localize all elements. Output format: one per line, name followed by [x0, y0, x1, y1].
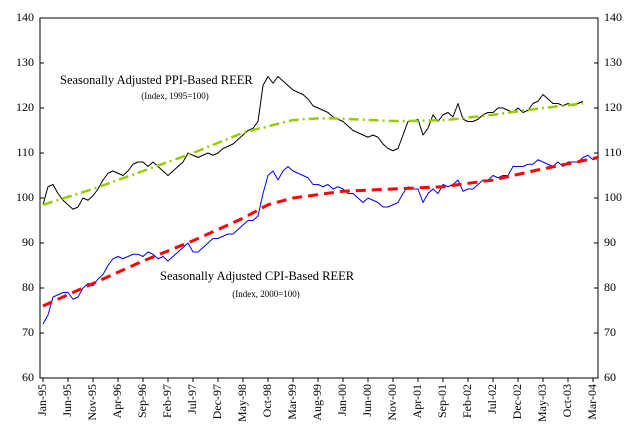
y2-tick-label: 90 [604, 235, 616, 249]
y-tick-label: 120 [16, 100, 34, 114]
x-tick-label: Apr-96 [110, 384, 124, 418]
x-tick-label: Jun-00 [360, 384, 374, 417]
y2-tick-label: 140 [604, 10, 622, 24]
y-tick-label: 70 [22, 325, 34, 339]
x-tick-label: Mar-04 [585, 384, 599, 420]
y-tick-label: 100 [16, 190, 34, 204]
x-tick-label: Dec-02 [510, 384, 524, 419]
annotation: Seasonally Adjusted PPI-Based REER [60, 73, 253, 87]
y2-tick-label: 120 [604, 100, 622, 114]
y-tick-label: 80 [22, 280, 34, 294]
series-line [42, 102, 584, 206]
y2-tick-label: 100 [604, 190, 622, 204]
x-tick-label: Jul-97 [185, 384, 199, 414]
y2-tick-label: 70 [604, 325, 616, 339]
x-tick-label: May-03 [535, 384, 549, 422]
x-tick-label: Jan-95 [35, 384, 49, 416]
x-tick-label: Oct-98 [260, 384, 274, 417]
y2-tick-label: 110 [604, 145, 622, 159]
y-tick-label: 130 [16, 55, 34, 69]
series-line [42, 76, 584, 210]
annotation: (Index, 2000=100) [232, 289, 300, 299]
x-tick-label: Jul-02 [485, 384, 499, 414]
y-tick-label: 90 [22, 235, 34, 249]
x-tick-label: Feb-02 [460, 384, 474, 418]
x-tick-label: May-98 [235, 384, 249, 422]
y-tick-label: 110 [16, 145, 34, 159]
x-tick-label: Jan-00 [335, 384, 349, 416]
x-tick-label: Apr-01 [410, 384, 424, 418]
x-tick-label: Feb-97 [160, 384, 174, 418]
x-tick-label: Aug-99 [310, 384, 324, 421]
series-line [42, 156, 599, 308]
annotation: (Index, 1995=100) [141, 91, 209, 101]
annotation: Seasonally Adjusted CPI-Based REER [160, 269, 355, 283]
y-tick-label: 60 [22, 370, 34, 384]
x-tick-label: Oct-03 [560, 384, 574, 417]
series-line [42, 154, 599, 325]
x-tick-label: Jun-95 [60, 384, 74, 417]
x-tick-label: Sep-96 [135, 384, 149, 418]
x-tick-label: Nov-00 [385, 384, 399, 421]
x-tick-label: Sep-01 [435, 384, 449, 418]
x-tick-label: Dec-97 [210, 384, 224, 419]
y-tick-label: 140 [16, 10, 34, 24]
x-tick-label: Mar-99 [285, 384, 299, 420]
x-tick-label: Nov-95 [85, 384, 99, 421]
y2-tick-label: 130 [604, 55, 622, 69]
y2-tick-label: 80 [604, 280, 616, 294]
y2-tick-label: 60 [604, 370, 616, 384]
